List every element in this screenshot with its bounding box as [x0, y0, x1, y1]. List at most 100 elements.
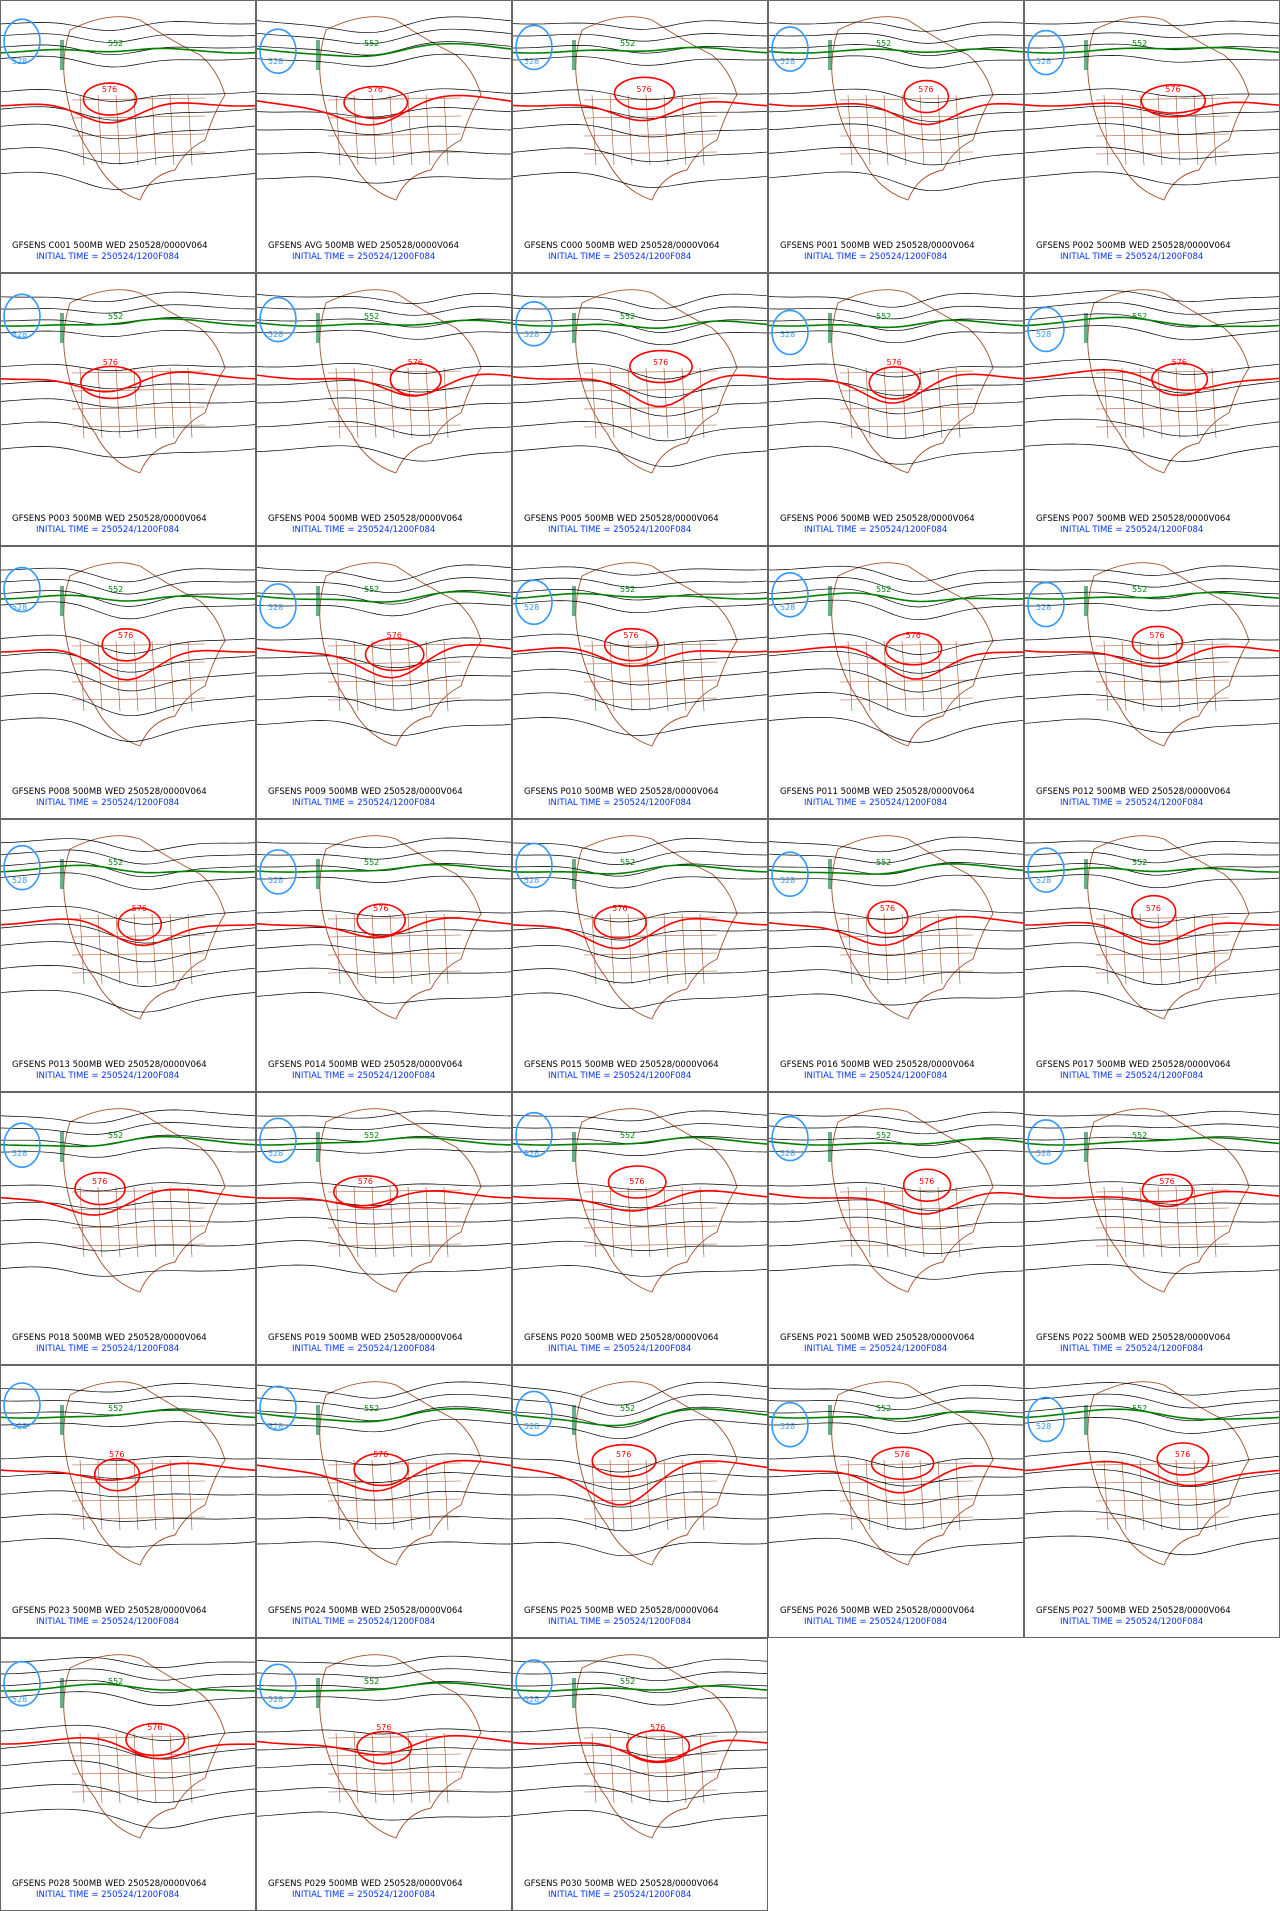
- state-line: [327, 1480, 462, 1484]
- contour-576: [1, 1737, 255, 1760]
- contour-line: [1025, 394, 1279, 413]
- state-line: [71, 970, 206, 974]
- state-line: [663, 94, 669, 166]
- coast-mark: [572, 40, 576, 70]
- state-line: [443, 1459, 449, 1531]
- panel-title: GFSENS P014 500MB WED 250528/0000V064: [268, 1060, 463, 1070]
- state-line: [699, 94, 705, 166]
- contour-line: [257, 655, 511, 668]
- contour-line: [1025, 1535, 1279, 1556]
- state-line: [1103, 367, 1109, 439]
- state-line: [919, 94, 925, 166]
- contour-line: [1, 21, 255, 31]
- panel-border: [0, 819, 256, 1092]
- state-line: [1095, 661, 1230, 665]
- contour-line: [1, 860, 255, 878]
- contour-line: [1025, 924, 1279, 942]
- contour-line: [769, 106, 1023, 122]
- state-line: [71, 1225, 206, 1229]
- panel-subtitle: INITIAL TIME = 250524/1200F084: [548, 1344, 691, 1354]
- contour-line: [1025, 55, 1279, 63]
- state-line: [839, 1225, 974, 1229]
- map-panel: 528 552 576 GFSENS P015 500MB WED 250528/00…: [512, 819, 768, 1092]
- contour-line: [1025, 863, 1279, 876]
- state-line: [71, 1498, 206, 1502]
- contour-line: [513, 1110, 767, 1122]
- state-line: [901, 1459, 907, 1531]
- contour-label: 528: [12, 876, 27, 885]
- panel-subtitle: INITIAL TIME = 250524/1200F084: [36, 252, 179, 262]
- contour-line: [769, 318, 1023, 332]
- coastline: [575, 835, 738, 1020]
- state-line: [583, 1735, 718, 1739]
- contour-576: [1025, 921, 1279, 946]
- contour-label: 552: [876, 1404, 891, 1413]
- coast-mark: [828, 1132, 832, 1162]
- state-line: [937, 1459, 943, 1531]
- contour-line: [257, 445, 511, 462]
- map-area: 528 552 576: [1, 16, 255, 201]
- coastline: [1087, 1381, 1250, 1566]
- contour-line: [769, 1240, 1023, 1254]
- panel-border: [256, 273, 512, 546]
- contour-line: [257, 1787, 511, 1795]
- contour-576: [769, 1465, 1023, 1494]
- contour-line: [769, 1422, 1023, 1434]
- contour-552: [513, 864, 767, 875]
- contour-line: [1, 317, 255, 326]
- contour-line: [1, 965, 255, 987]
- contour-line: [513, 1516, 767, 1532]
- map-area: 528 552 576: [257, 835, 511, 1020]
- contour-line: [1025, 1136, 1279, 1141]
- panel-subtitle: INITIAL TIME = 250524/1200F084: [548, 1617, 691, 1627]
- contour-line: [769, 1111, 1023, 1123]
- panel-border: [768, 546, 1024, 819]
- contour-label: 576: [1175, 1450, 1190, 1459]
- contour-552: [1025, 1136, 1279, 1146]
- state-line: [1193, 640, 1199, 712]
- contour-552: [769, 1137, 1023, 1146]
- state-line: [955, 1459, 961, 1531]
- state-line: [901, 367, 907, 439]
- contour-line: [1, 1421, 255, 1427]
- state-line: [133, 1186, 139, 1258]
- contour-label: 528: [12, 1422, 27, 1431]
- state-line: [955, 1186, 961, 1258]
- state-line: [919, 913, 925, 985]
- closed-576: [1131, 625, 1184, 660]
- map-panel: 528 552 576 GFSENS AVG 500MB WED 250528/000…: [256, 0, 512, 273]
- state-line: [583, 952, 718, 956]
- contour-line: [257, 1490, 511, 1501]
- contour-line: [1025, 965, 1279, 985]
- contour-line: [513, 1240, 767, 1251]
- map-panel: 528 552 576 GFSENS P012 500MB WED 250528/00…: [1024, 546, 1280, 819]
- contour-label: 552: [364, 1404, 379, 1413]
- contour-label: 528: [268, 876, 283, 885]
- state-line: [327, 679, 462, 683]
- coast-mark: [1084, 313, 1088, 343]
- contour-line: [1025, 32, 1279, 38]
- contour-line: [1025, 694, 1279, 708]
- contour-line: [513, 968, 767, 984]
- contour-line: [1025, 1450, 1279, 1469]
- contour-line: [1, 1383, 255, 1393]
- contour-line: [769, 1384, 1023, 1399]
- contour-label: 552: [108, 39, 123, 48]
- contour-label: 528: [524, 57, 539, 66]
- low-528: [3, 293, 41, 340]
- contour-552: [257, 1681, 511, 1693]
- state-line: [583, 424, 718, 428]
- panel-border: [256, 546, 512, 819]
- map-area: 528 552 576: [513, 562, 767, 747]
- closed-576: [356, 1730, 413, 1765]
- state-line: [133, 640, 139, 712]
- contour-line: [513, 1394, 767, 1417]
- map-area: 528 552 576: [1, 289, 255, 474]
- contour-line: [513, 106, 767, 119]
- coast-mark: [316, 1678, 320, 1708]
- contour-line: [513, 1419, 767, 1440]
- contour-line: [257, 420, 511, 436]
- state-line: [327, 1771, 462, 1775]
- map-area: 528 552 576: [1025, 1381, 1279, 1566]
- state-line: [71, 916, 206, 920]
